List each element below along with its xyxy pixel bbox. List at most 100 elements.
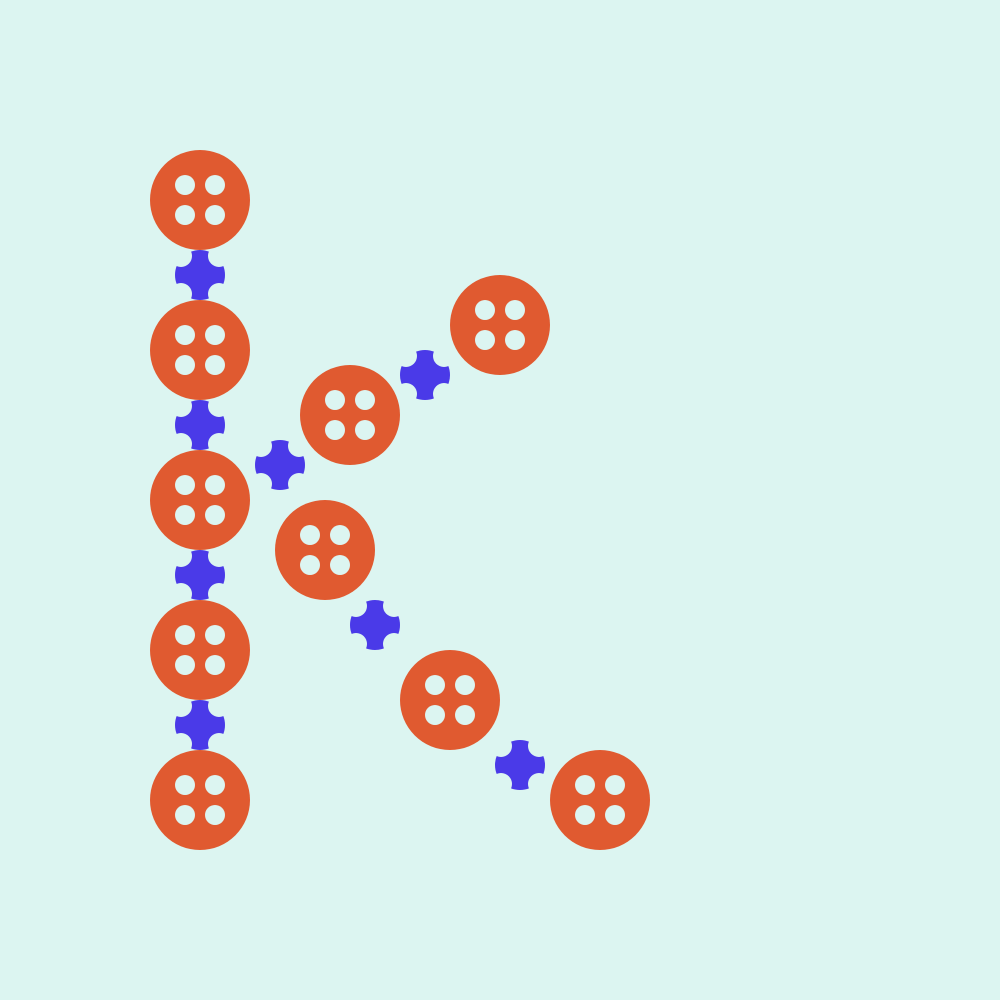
button-hole (175, 205, 195, 225)
button-hole (300, 525, 320, 545)
connector-notch (208, 583, 230, 605)
connector-notch (250, 473, 272, 495)
button-hole (175, 805, 195, 825)
connector-notch (208, 395, 230, 417)
connector-notch (345, 633, 367, 655)
connector-notch (383, 595, 405, 617)
button-body (275, 500, 375, 600)
button-icon (300, 365, 400, 465)
button-body (400, 650, 500, 750)
button-icon (150, 600, 250, 700)
button-hole (330, 555, 350, 575)
button-hole (175, 655, 195, 675)
button-hole (205, 625, 225, 645)
connector-notch (383, 633, 405, 655)
button-icon (400, 650, 500, 750)
button-hole (505, 300, 525, 320)
button-body (450, 275, 550, 375)
connector-notch (170, 395, 192, 417)
button-hole (355, 390, 375, 410)
button-body (150, 150, 250, 250)
button-hole (325, 390, 345, 410)
button-hole (175, 625, 195, 645)
button-hole (205, 325, 225, 345)
connector-notch (490, 735, 512, 757)
connector-notch (208, 733, 230, 755)
connector-notch (170, 433, 192, 455)
button-hole (175, 175, 195, 195)
button-body (550, 750, 650, 850)
connector-notch (170, 245, 192, 267)
plus-connector-icon (170, 395, 230, 455)
connector-notch (208, 245, 230, 267)
connector-notch (433, 383, 455, 405)
button-icon (275, 500, 375, 600)
plus-connector-icon (170, 695, 230, 755)
button-hole (205, 655, 225, 675)
button-hole (455, 705, 475, 725)
connector-layer (170, 245, 550, 795)
button-hole (175, 355, 195, 375)
connector-notch (170, 733, 192, 755)
button-hole (175, 475, 195, 495)
connector-notch (250, 435, 272, 457)
connector-notch (528, 773, 550, 795)
button-hole (455, 675, 475, 695)
button-hole (175, 505, 195, 525)
button-hole (205, 805, 225, 825)
button-body (150, 750, 250, 850)
button-hole (475, 330, 495, 350)
connector-notch (208, 695, 230, 717)
button-hole (175, 775, 195, 795)
button-hole (475, 300, 495, 320)
button-hole (300, 555, 320, 575)
connector-notch (288, 435, 310, 457)
button-hole (330, 525, 350, 545)
button-hole (205, 775, 225, 795)
connector-notch (208, 545, 230, 567)
button-hole (575, 805, 595, 825)
button-icon (150, 750, 250, 850)
button-body (300, 365, 400, 465)
button-hole (325, 420, 345, 440)
connector-notch (170, 545, 192, 567)
button-hole (605, 775, 625, 795)
button-hole (205, 505, 225, 525)
connector-notch (208, 433, 230, 455)
plus-connector-icon (250, 435, 310, 495)
button-hole (205, 475, 225, 495)
button-body (150, 450, 250, 550)
button-hole (505, 330, 525, 350)
button-hole (425, 705, 445, 725)
connector-notch (490, 773, 512, 795)
connector-notch (208, 283, 230, 305)
connector-notch (528, 735, 550, 757)
button-hole (205, 355, 225, 375)
plus-connector-icon (170, 545, 230, 605)
plus-connector-icon (345, 595, 405, 655)
button-body (150, 300, 250, 400)
plus-connector-icon (170, 245, 230, 305)
button-icon (150, 300, 250, 400)
button-icon (150, 150, 250, 250)
button-hole (605, 805, 625, 825)
connector-notch (170, 695, 192, 717)
connector-notch (288, 473, 310, 495)
connector-notch (345, 595, 367, 617)
button-hole (175, 325, 195, 345)
button-hole (425, 675, 445, 695)
connector-notch (395, 345, 417, 367)
connector-notch (170, 283, 192, 305)
button-icon (150, 450, 250, 550)
connector-notch (395, 383, 417, 405)
button-icon (450, 275, 550, 375)
button-hole (205, 175, 225, 195)
connector-notch (433, 345, 455, 367)
button-icon (550, 750, 650, 850)
button-body (150, 600, 250, 700)
button-layer (150, 150, 650, 850)
plus-connector-icon (490, 735, 550, 795)
button-hole (355, 420, 375, 440)
connector-notch (170, 583, 192, 605)
